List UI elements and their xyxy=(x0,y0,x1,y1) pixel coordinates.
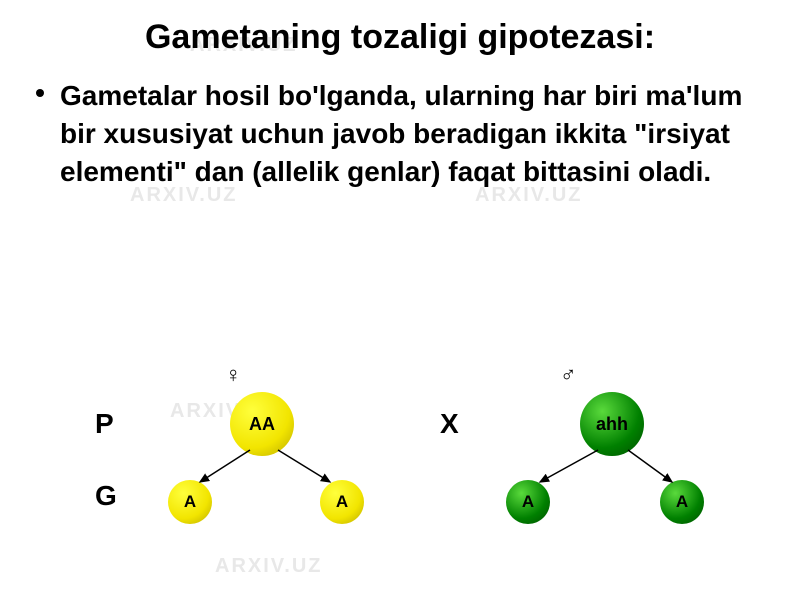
bullet-text: Gametalar hosil bo'lganda, ularning har … xyxy=(60,77,760,190)
bullet-dot-icon xyxy=(36,89,44,97)
arrows-svg xyxy=(0,340,800,590)
genetics-diagram: P G X ♀ ♂ АА ahh А А А А xyxy=(0,340,800,590)
bullet-block: Gametalar hosil bo'lganda, ularning har … xyxy=(0,69,800,190)
slide-title: Gametaning tozaligi gipotezasi: xyxy=(0,0,800,69)
